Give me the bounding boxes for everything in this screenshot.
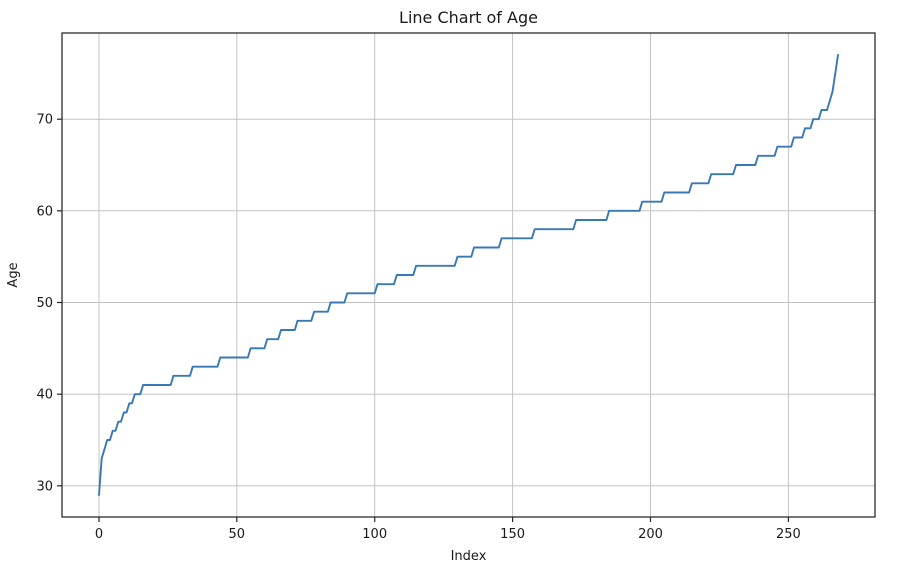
y-tick-label: 30 xyxy=(36,479,53,494)
age-data-line-group xyxy=(98,54,839,496)
axis-tick-marks xyxy=(57,118,790,522)
y-tick-label: 50 xyxy=(36,296,53,311)
x-tick-label: 250 xyxy=(776,527,801,542)
x-tick-label: 200 xyxy=(638,527,663,542)
y-tick-label: 60 xyxy=(36,204,53,219)
grid-lines xyxy=(62,33,875,517)
chart-title: Line Chart of Age xyxy=(399,8,538,27)
y-tick-label: 70 xyxy=(36,113,53,128)
y-axis-label: Age xyxy=(6,262,21,287)
axis-tick-labels: 0 50 100 150 200 250 30 40 50 60 70 xyxy=(36,113,800,542)
x-axis-label: Index xyxy=(451,549,487,564)
x-tick-label: 0 xyxy=(95,527,103,542)
plot-border xyxy=(61,32,876,518)
y-tick-label: 40 xyxy=(36,388,53,403)
age-line xyxy=(98,54,839,496)
x-tick-label: 100 xyxy=(362,527,387,542)
x-tick-label: 150 xyxy=(500,527,525,542)
x-tick-label: 50 xyxy=(229,527,246,542)
